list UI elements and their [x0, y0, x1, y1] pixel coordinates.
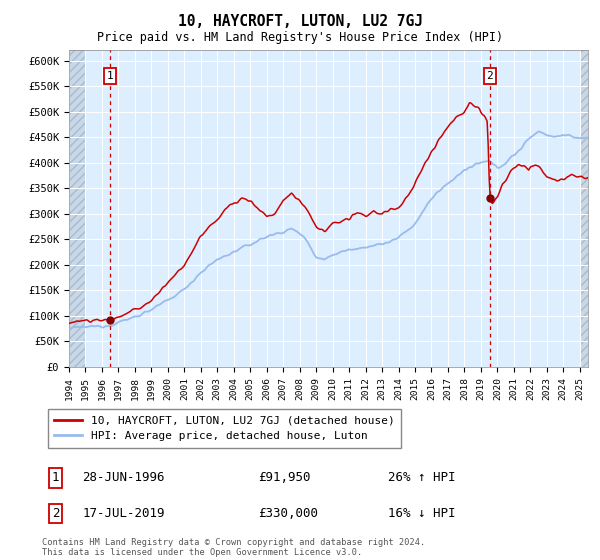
Text: 16% ↓ HPI: 16% ↓ HPI — [388, 507, 455, 520]
Text: 26% ↑ HPI: 26% ↑ HPI — [388, 472, 455, 484]
Text: 2: 2 — [487, 71, 493, 81]
Text: 28-JUN-1996: 28-JUN-1996 — [83, 472, 165, 484]
Legend: 10, HAYCROFT, LUTON, LU2 7GJ (detached house), HPI: Average price, detached hous: 10, HAYCROFT, LUTON, LU2 7GJ (detached h… — [47, 409, 401, 448]
Text: £91,950: £91,950 — [258, 472, 311, 484]
Bar — [69, 50, 85, 367]
Bar — [580, 50, 588, 367]
Text: 10, HAYCROFT, LUTON, LU2 7GJ: 10, HAYCROFT, LUTON, LU2 7GJ — [178, 14, 422, 29]
Bar — [69, 50, 85, 367]
Text: Contains HM Land Registry data © Crown copyright and database right 2024.
This d: Contains HM Land Registry data © Crown c… — [42, 538, 425, 557]
Text: 1: 1 — [52, 472, 59, 484]
Bar — [580, 50, 588, 367]
Text: 1: 1 — [107, 71, 113, 81]
Text: 17-JUL-2019: 17-JUL-2019 — [83, 507, 165, 520]
Text: £330,000: £330,000 — [258, 507, 318, 520]
Text: 2: 2 — [52, 507, 59, 520]
Text: Price paid vs. HM Land Registry's House Price Index (HPI): Price paid vs. HM Land Registry's House … — [97, 31, 503, 44]
